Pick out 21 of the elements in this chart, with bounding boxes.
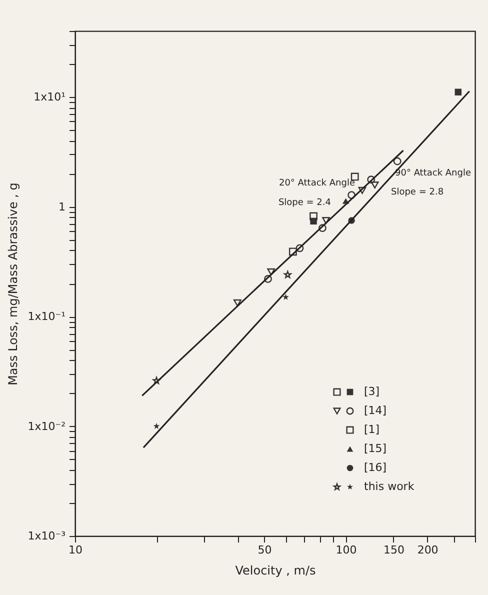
x-axis-title: Velocity , m/s xyxy=(235,564,316,578)
legend-label: this work xyxy=(364,480,415,493)
legend-label: [16] xyxy=(364,461,387,474)
y-axis-title: Mass Loss, mg/Mass Abrassive , g xyxy=(6,182,20,386)
y-tick-label: 1x10⁻³ xyxy=(28,530,66,542)
x-tick-label: 50 xyxy=(258,544,272,556)
legend-label: [1] xyxy=(364,423,380,436)
y-tick-label: 1 xyxy=(58,200,66,214)
annotation: 20° Attack Angle xyxy=(278,178,356,188)
annotation: Slope = 2.4 xyxy=(278,198,332,208)
y-tick-label: 1x10¹ xyxy=(34,90,66,104)
legend-label: [3] xyxy=(364,385,380,398)
x-tick-label: 150 xyxy=(383,544,404,556)
legend-label: [14] xyxy=(364,404,387,417)
y-tick-label: 1x10⁻¹ xyxy=(28,310,66,324)
y-tick-label: 1x10⁻² xyxy=(28,420,66,433)
x-tick-label: 10 xyxy=(68,544,82,556)
legend-label: [15] xyxy=(364,442,387,455)
x-tick-label: 200 xyxy=(417,544,438,556)
x-tick-label: 100 xyxy=(336,544,357,556)
annotation: Slope = 2.8 xyxy=(391,188,444,198)
